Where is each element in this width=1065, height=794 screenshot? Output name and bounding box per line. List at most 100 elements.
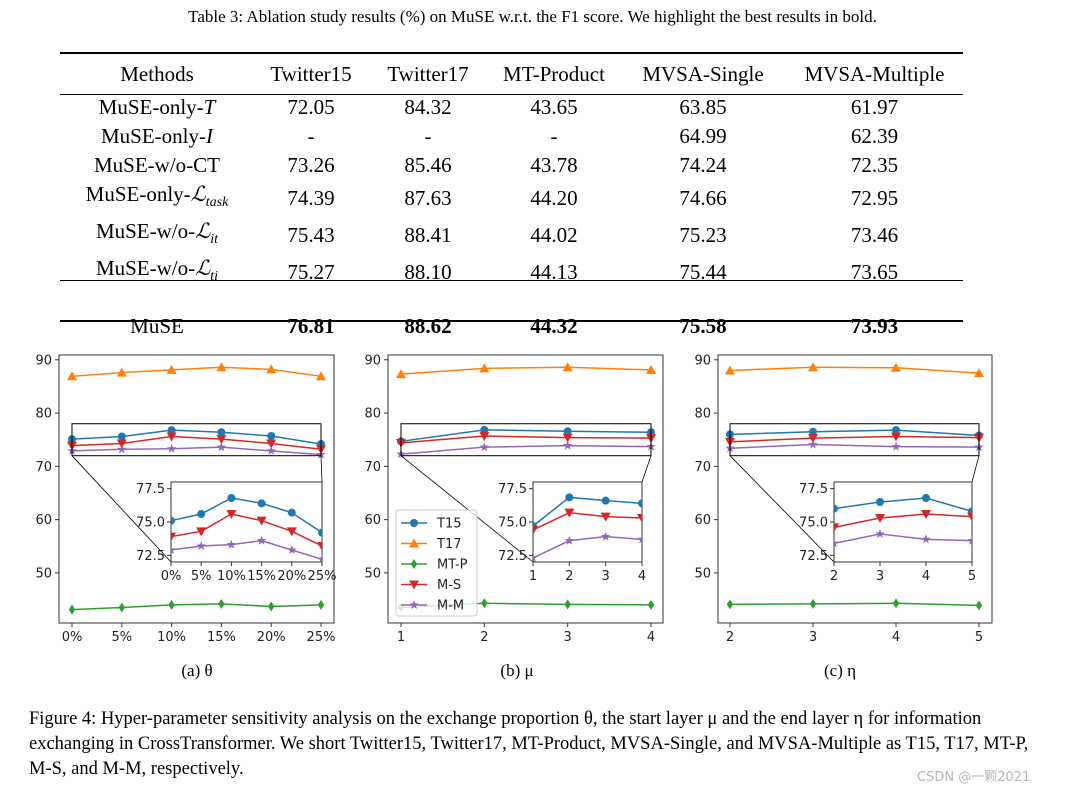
score-cell: 44.20 [530,186,578,210]
zoom-connector [729,455,835,563]
method-cell: MuSE-only-I [60,122,254,151]
table-bottom-rule [60,320,963,322]
score-cell: 88.41 [404,223,452,247]
inset-series-line [834,513,972,529]
score-cell: 74.39 [287,186,335,210]
method-math-symbol: ℒ [195,256,211,280]
marker-star [834,538,839,548]
marker-triangle-down [166,432,177,442]
marker-diamond [892,598,900,609]
marker-diamond [317,599,325,610]
column-header: MVSA-Single [642,61,764,86]
series-m-s [67,432,326,455]
marker-triangle-up [266,364,277,374]
marker-diamond [268,601,275,612]
legend-frame [395,509,478,617]
inset-y-tick-label: 77.5 [498,482,527,497]
plot-frame [717,354,993,624]
score-cell: 73.65 [850,260,899,284]
marker-triangle-down [409,580,419,590]
marker-triangle-up [479,363,490,373]
legend-label: M-S [437,578,461,593]
inset-series-line [171,513,322,547]
inset-series [834,494,972,548]
y-tick-label: 50 [364,566,381,581]
inset-series-line [834,533,972,545]
marker-star [226,539,237,549]
marker-circle [171,516,175,525]
series-line [729,366,980,374]
score-cell: 44.02 [530,223,578,247]
score-cell: 73.46 [850,223,899,247]
chart-b: 50 60 70 80 90 1 2 3 4 72.5 75.0 77.5 1 2 3 4 T15 T17 MT-P… [364,353,664,645]
x-tick-label: 4 [892,630,900,645]
marker-circle [197,510,206,518]
ablation-table: Methods Twitter15 Twitter17 MT-Product MVSA-… [60,55,963,343]
inset-series-line [834,497,972,513]
series-t17 [396,362,656,379]
score-cell: 75.44 [679,260,727,284]
legend: T15 T17 MT-P M-S M-M [395,509,478,617]
inset-chart: 72.5 75.0 77.5 2 3 4 5 [799,481,976,584]
score-cell: 43.65 [530,95,578,119]
marker-star [256,535,267,545]
marker-circle [876,498,884,506]
subfigure-label-b: (b) μ [500,661,534,680]
subfigure-label-c: (c) η [823,661,856,680]
table-header-rule [60,94,963,95]
marker-star [117,444,127,454]
series-line [71,446,322,456]
marker-circle [267,431,276,440]
marker-triangle-down [266,439,277,449]
table-top-rule [60,52,963,54]
marker-triangle-down [637,514,642,523]
marker-triangle-up [808,362,818,372]
score-cell: 74.24 [679,153,727,177]
inset-series [533,493,642,562]
x-tick-label: 20% [257,630,286,645]
marker-star [216,442,227,452]
marker-diamond [481,598,488,609]
table-row: MuSE-w/o-ℒit 75.43 88.41 44.02 75.23 73.46 [60,217,963,254]
inset-chart: 72.5 75.0 77.5 0% 5% 10% 15% 20% 25% [136,481,336,584]
method-cell: MuSE-w/o-CT [60,151,254,180]
table-caption: Table 3: Ablation study results (%) on M… [188,7,877,26]
score-cell: 73.26 [287,153,335,177]
marker-star [166,443,177,453]
inset-x-tick-label: 3 [602,569,610,584]
inset-frame [833,481,973,563]
score-cell: 44.32 [530,313,578,338]
x-tick-label: 3 [564,630,572,645]
inset-x-tick-label: 10% [217,569,246,584]
series-line [400,444,652,455]
legend-label: MT-P [437,558,468,573]
series-m-m [725,439,984,453]
inset-x-tick-label: 5% [191,569,212,584]
marker-circle [227,494,236,502]
table-row: MuSE 76.81 88.62 44.32 75.58 73.93 [60,303,963,343]
marker-diamond [118,602,125,613]
marker-triangle-up [562,362,573,372]
table-header-row: Methods Twitter15 Twitter17 MT-Product MVSA-… [60,55,963,93]
score-cell: 88.10 [404,260,452,284]
series-line [400,429,652,443]
score-cell: 43.78 [530,153,578,177]
score-cell: 85.46 [404,153,452,177]
series-line [729,429,980,437]
zoom-connector [971,455,980,483]
method-cell: MuSE-only-ℒtask [60,180,254,217]
marker-circle [563,427,572,436]
score-cell: 72.95 [850,186,899,210]
marker-star [637,534,642,544]
score-cell: 64.99 [679,124,727,148]
legend-label: M-M [437,599,464,614]
marker-triangle-down [834,523,839,533]
marker-circle [318,528,322,537]
marker-star [564,535,575,545]
series-t17 [67,362,326,381]
marker-triangle-up [646,364,656,374]
column-header: Methods [120,61,194,86]
series-line [400,435,652,444]
y-tick-label: 60 [364,513,381,528]
inset-x-tick-label: 4 [922,569,930,584]
